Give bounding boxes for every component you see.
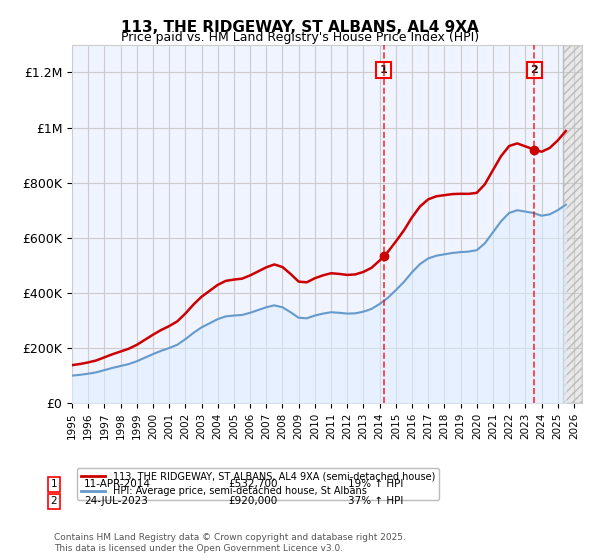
Text: 24-JUL-2023: 24-JUL-2023 bbox=[84, 496, 148, 506]
Text: 1: 1 bbox=[50, 479, 58, 489]
Bar bbox=[72, 45, 563, 403]
Text: 37% ↑ HPI: 37% ↑ HPI bbox=[348, 496, 403, 506]
Text: 19% ↑ HPI: 19% ↑ HPI bbox=[348, 479, 403, 489]
Text: 2: 2 bbox=[530, 65, 538, 75]
Text: Price paid vs. HM Land Registry's House Price Index (HPI): Price paid vs. HM Land Registry's House … bbox=[121, 31, 479, 44]
Text: 113, THE RIDGEWAY, ST ALBANS, AL4 9XA: 113, THE RIDGEWAY, ST ALBANS, AL4 9XA bbox=[121, 20, 479, 35]
Text: £532,700: £532,700 bbox=[228, 479, 277, 489]
Text: 2: 2 bbox=[50, 496, 58, 506]
Text: Contains HM Land Registry data © Crown copyright and database right 2025.
This d: Contains HM Land Registry data © Crown c… bbox=[54, 534, 406, 553]
Bar bbox=[563, 45, 582, 403]
Text: £920,000: £920,000 bbox=[228, 496, 277, 506]
Text: 1: 1 bbox=[380, 65, 388, 75]
Text: 11-APR-2014: 11-APR-2014 bbox=[84, 479, 151, 489]
Legend: 113, THE RIDGEWAY, ST ALBANS, AL4 9XA (semi-detached house), HPI: Average price,: 113, THE RIDGEWAY, ST ALBANS, AL4 9XA (s… bbox=[77, 468, 439, 500]
Bar bbox=[563, 45, 582, 403]
